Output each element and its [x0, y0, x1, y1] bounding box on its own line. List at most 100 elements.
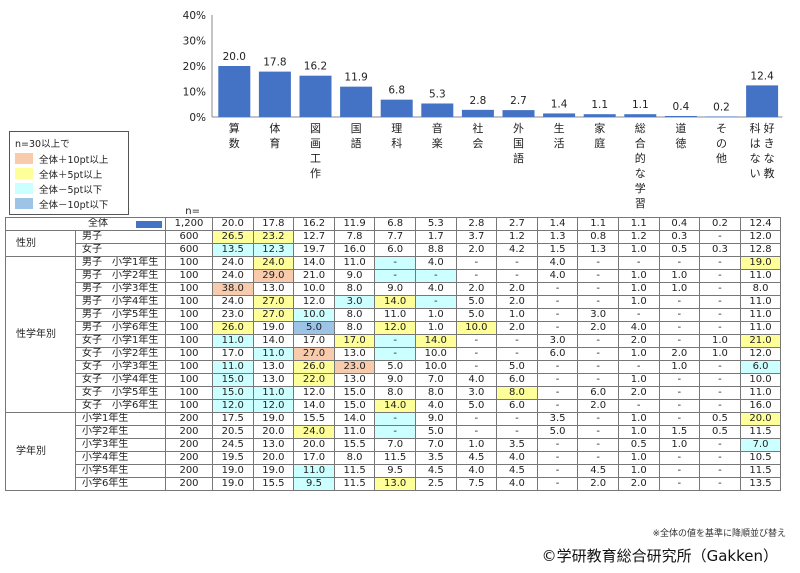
value-cell: - [496, 347, 538, 361]
value-cell: - [414, 269, 457, 283]
value-cell: - [536, 321, 579, 335]
data-label: 6.8 [388, 85, 405, 97]
value-cell: - [536, 477, 579, 491]
value-cell: - [455, 412, 498, 426]
n-cell: 100 [165, 334, 213, 348]
value-cell: 29.0 [252, 269, 295, 283]
group-label: 性学年別 [5, 256, 76, 413]
row-label: 男子 小学3年生 [75, 282, 166, 296]
value-cell: 1.4 [536, 217, 579, 231]
value-cell: 27.0 [252, 308, 295, 322]
value-cell: 1.2 [617, 230, 660, 244]
legend-item-plus10: 全体＋10pt以上 [15, 152, 108, 166]
value-cell: 1.2 [496, 230, 538, 244]
value-cell: - [496, 269, 538, 283]
value-cell: 11.9 [333, 217, 376, 231]
total-label-cell: 全体 [5, 217, 166, 231]
table-row: 性学年別 男子 小学1年生 100 24.0 24.0 14.0 11.0-4.0- -4.0… [5, 256, 782, 413]
table-row: 小学6年生 200 19.0 15.5 9.5 11.5 13.0 2.5 7.5 4.0-2.0… [6, 477, 782, 491]
value-cell: 1.0 [414, 308, 457, 322]
value-cell: 1.0 [617, 243, 660, 257]
table-row: 女子 小学3年生 100 11.0 13.0 26.0 23.0 5.0 10.0-5.0- -… [6, 360, 782, 374]
value-cell: 1.1 [577, 217, 619, 231]
data-label: 1.4 [551, 98, 568, 110]
value-cell: 11.0 [252, 347, 295, 361]
n-cell: 100 [165, 321, 213, 335]
value-cell: - [658, 256, 701, 270]
value-cell: 19.0 [252, 412, 295, 426]
value-cell: 4.5 [577, 464, 619, 478]
value-cell: - [699, 360, 741, 374]
value-cell: 7.5 [455, 477, 498, 491]
row-label: 女子 小学1年生 [75, 334, 166, 348]
row-label: 女子 小学6年生 [75, 399, 166, 413]
value-cell: 21.0 [293, 269, 335, 283]
n-cell: 200 [165, 438, 213, 452]
value-cell: 5.0 [374, 360, 416, 374]
category-label: 図画工作 [310, 122, 321, 180]
y-tick-label: 30% [183, 36, 206, 48]
value-cell: 1.0 [699, 347, 741, 361]
value-cell: 7.0 [414, 438, 457, 452]
value-cell: 3.0 [577, 308, 619, 322]
value-cell: 11.0 [333, 256, 376, 270]
category-label: 理科 [391, 122, 402, 150]
row-label: 男子 小学4年生 [75, 295, 166, 309]
value-cell: 14.0 [414, 334, 457, 348]
value-cell: 13.0 [333, 347, 376, 361]
value-cell: 19.7 [293, 243, 335, 257]
value-cell: 0.2 [699, 217, 741, 231]
value-cell: 9.5 [374, 464, 416, 478]
value-cell: 12.0 [374, 321, 416, 335]
n-cell: 200 [165, 464, 213, 478]
value-cell: 1.0 [617, 451, 660, 465]
row-label: 男子 小学6年生 [75, 321, 166, 335]
value-cell: 10.0 [414, 360, 457, 374]
value-cell: 26.0 [293, 360, 335, 374]
value-cell: - [699, 438, 741, 452]
value-cell: - [699, 230, 741, 244]
value-cell: - [577, 282, 619, 296]
value-cell: - [617, 256, 660, 270]
value-cell: 20.0 [293, 438, 335, 452]
bar [340, 86, 373, 117]
value-cell: 4.5 [414, 464, 457, 478]
n-cell: 200 [165, 425, 213, 439]
value-cell: 24.5 [212, 438, 254, 452]
value-cell: 1.0 [658, 360, 701, 374]
legend-item-minus10: 全体－10pt以下 [15, 197, 108, 211]
group-label: 学年別 [5, 412, 76, 491]
data-label: 11.9 [344, 72, 367, 84]
value-cell: 11.0 [739, 386, 782, 400]
value-cell: 13.0 [374, 477, 416, 491]
data-label: 20.0 [223, 51, 246, 63]
value-cell: - [658, 464, 701, 478]
value-cell: 4.0 [536, 269, 579, 283]
table-row: 男子 小学3年生 100 38.0 13.0 10.0 8.0 9.0 4.0 2.0 2.0- -… [6, 282, 782, 296]
value-cell: 14.0 [293, 256, 335, 270]
table-row: 性別 男子 600 26.5 23.2 12.7 7.8 7.7 1.7 3.7 1.2 1.3 0.8… [5, 230, 782, 257]
bar [624, 114, 657, 117]
value-cell: - [699, 451, 741, 465]
value-cell: 11.5 [374, 451, 416, 465]
value-cell: 13.0 [252, 360, 295, 374]
value-cell: 1.0 [617, 295, 660, 309]
value-cell: - [374, 425, 416, 439]
value-cell: 1.0 [658, 269, 701, 283]
value-cell: 17.0 [293, 334, 335, 348]
value-cell: 0.5 [699, 412, 741, 426]
total-label: 全体 [88, 218, 108, 230]
value-cell: 0.8 [577, 230, 619, 244]
row-label: 小学5年生 [75, 464, 166, 478]
table-row: 学年別 小学1年生 200 17.5 19.0 15.5 14.0-9.0- -3.5-1.0… [5, 412, 782, 491]
value-cell: 5.0 [496, 360, 538, 374]
value-cell: 10.0 [739, 373, 782, 387]
n-cell: 100 [165, 399, 213, 413]
value-cell: - [699, 373, 741, 387]
value-cell: 15.0 [212, 373, 254, 387]
value-cell: 24.0 [293, 425, 335, 439]
category-label: 算数 [229, 121, 240, 150]
value-cell: 1.0 [414, 321, 457, 335]
group-label: 性別 [5, 230, 76, 257]
value-cell: 8.0 [333, 451, 376, 465]
